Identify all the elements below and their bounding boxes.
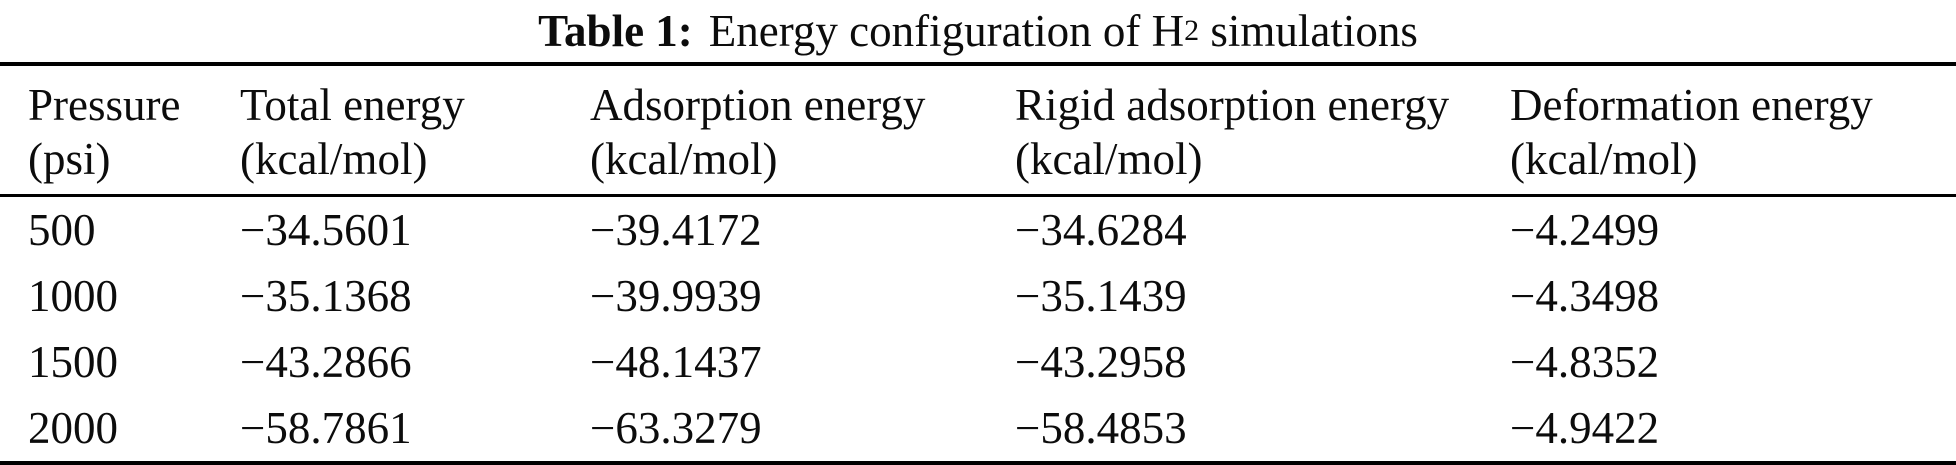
cell-total-energy: −43.2866	[240, 337, 412, 387]
table-caption-text-pre: Energy configuration of H	[708, 6, 1185, 56]
column-header-total-energy: Total energy (kcal/mol)	[240, 64, 590, 197]
table-row: 2000 −58.7861 −63.3279 −58.4853 −4.9422	[0, 395, 1956, 463]
cell-rigid-adsorption-energy: −43.2958	[1015, 337, 1187, 387]
cell-pressure: 1500	[28, 337, 118, 387]
cell-rigid-adsorption-energy: −58.4853	[1015, 403, 1187, 453]
header-row: Pressure (psi) Total energy (kcal/mol) A…	[0, 64, 1956, 197]
cell-adsorption-energy: −63.3279	[590, 403, 762, 453]
column-header-adsorption-energy: Adsorption energy (kcal/mol)	[590, 64, 1015, 197]
cell-adsorption-energy: −39.9939	[590, 271, 762, 321]
cell-rigid-adsorption-energy: −35.1439	[1015, 271, 1187, 321]
cell-pressure: 2000	[28, 403, 118, 453]
cell-adsorption-energy: −48.1437	[590, 337, 762, 387]
cell-deformation-energy: −4.9422	[1510, 403, 1660, 453]
cell-deformation-energy: −4.3498	[1510, 271, 1660, 321]
column-header-pressure: Pressure (psi)	[0, 64, 240, 197]
cell-pressure: 1000	[28, 271, 118, 321]
table-row: 500 −34.5601 −39.4172 −34.6284 −4.2499	[0, 196, 1956, 264]
column-header-deformation-energy: Deformation energy (kcal/mol)	[1510, 64, 1956, 197]
cell-deformation-energy: −4.2499	[1510, 205, 1660, 255]
cell-deformation-energy: −4.8352	[1510, 337, 1660, 387]
table-row: 1500 −43.2866 −48.1437 −43.2958 −4.8352	[0, 329, 1956, 395]
table-caption-text-post: simulations	[1199, 6, 1418, 56]
cell-total-energy: −35.1368	[240, 271, 412, 321]
energy-table: Pressure (psi) Total energy (kcal/mol) A…	[0, 62, 1956, 465]
cell-pressure: 500	[28, 205, 96, 255]
cell-rigid-adsorption-energy: −34.6284	[1015, 205, 1187, 255]
cell-total-energy: −58.7861	[240, 403, 412, 453]
column-header-rigid-adsorption-energy: Rigid adsorption energy (kcal/mol)	[1015, 64, 1510, 197]
cell-adsorption-energy: −39.4172	[590, 205, 762, 255]
cell-total-energy: −34.5601	[240, 205, 412, 255]
table-caption-label: Table 1:	[538, 6, 693, 56]
table-row: 1000 −35.1368 −39.9939 −35.1439 −4.3498	[0, 263, 1956, 329]
